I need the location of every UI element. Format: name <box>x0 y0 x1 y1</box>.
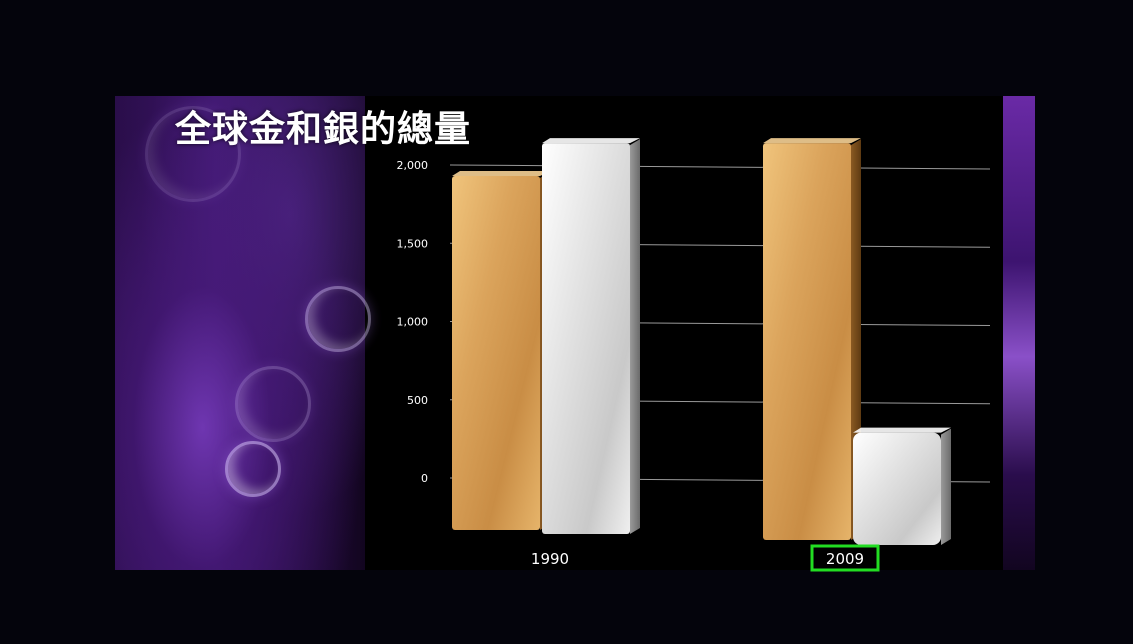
y-tick-label: 1,500 <box>397 237 429 250</box>
y-tick-label: 2,000 <box>397 159 429 172</box>
category-highlight-box <box>810 544 880 572</box>
gold-bar-top <box>763 138 861 144</box>
x-category-label: 2009 <box>826 550 864 568</box>
silver-bar-side <box>941 428 951 545</box>
chart-title: 全球金和銀的總量 <box>175 108 472 150</box>
gold-bar <box>763 143 851 540</box>
y-tick-label: 1,000 <box>397 316 429 329</box>
gold-bar <box>452 175 540 530</box>
silver-bar-side <box>630 139 640 534</box>
purple-bubble-background <box>115 96 371 570</box>
x-category-label: 1990 <box>531 550 569 568</box>
silver-bar-top <box>542 138 640 144</box>
bubble-decoration <box>225 441 281 497</box>
bubble-decoration <box>305 286 371 352</box>
y-tick-label: 0 <box>421 472 428 485</box>
purple-edge-background <box>1003 96 1035 570</box>
silver-bar <box>542 143 630 534</box>
bubble-decoration <box>145 106 241 202</box>
silver-bar <box>853 432 941 545</box>
y-tick-label: 500 <box>407 394 428 407</box>
bubble-decoration <box>235 366 311 442</box>
gold-bar-top <box>452 170 550 176</box>
gridline <box>449 164 991 170</box>
silver-bar-top <box>853 427 951 433</box>
